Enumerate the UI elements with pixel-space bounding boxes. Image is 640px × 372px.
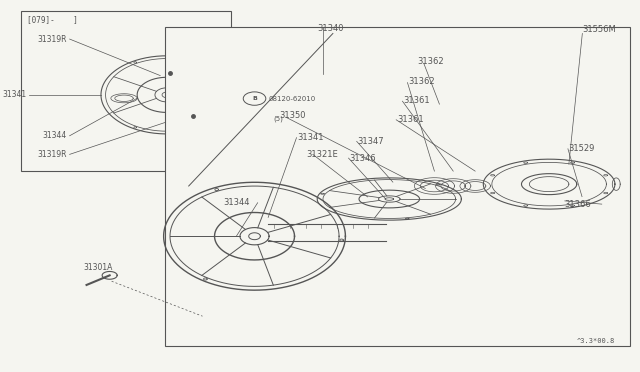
Text: 31344: 31344 [223, 198, 250, 207]
Text: 31341: 31341 [3, 90, 27, 99]
Text: 31362: 31362 [408, 77, 435, 86]
Text: 31362: 31362 [417, 57, 444, 66]
Text: 31319R: 31319R [37, 150, 67, 159]
Text: [079]-    ]: [079]- ] [27, 15, 78, 24]
Text: 08120-62010: 08120-62010 [268, 96, 316, 102]
Text: 31361: 31361 [403, 96, 429, 105]
Bar [20, 11, 230, 171]
Text: 31366: 31366 [564, 200, 591, 209]
Bar [165, 27, 630, 346]
Text: 31344: 31344 [42, 131, 67, 140]
Text: ^3.3*00.8: ^3.3*00.8 [577, 338, 615, 344]
Text: 31361: 31361 [397, 115, 424, 124]
Text: 31321E: 31321E [307, 150, 339, 159]
Text: 31556M: 31556M [582, 25, 616, 34]
Text: 31529: 31529 [568, 144, 595, 153]
Text: 31350: 31350 [280, 111, 306, 120]
Text: B: B [252, 96, 257, 101]
Text: (5): (5) [273, 116, 284, 122]
Text: 31341: 31341 [297, 133, 324, 142]
Text: 31340: 31340 [317, 24, 344, 33]
Text: 31347: 31347 [357, 137, 384, 146]
Text: 31319R: 31319R [37, 35, 67, 44]
Text: 31301A: 31301A [83, 263, 113, 272]
Text: 31346: 31346 [349, 154, 376, 163]
